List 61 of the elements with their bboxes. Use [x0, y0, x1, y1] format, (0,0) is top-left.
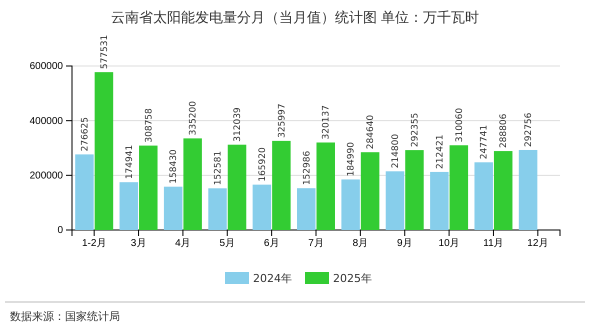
bar — [208, 188, 227, 230]
x-tick-label: 8月 — [352, 238, 368, 250]
data-label: 284640 — [366, 114, 376, 150]
y-tick-label: 200000 — [30, 170, 64, 182]
x-tick-label: 11月 — [483, 238, 504, 250]
bar — [139, 146, 158, 230]
data-label: 310060 — [454, 108, 465, 142]
data-label: 214800 — [390, 134, 401, 168]
data-label: 577531 — [100, 34, 110, 70]
bar — [405, 150, 424, 230]
bar — [75, 154, 94, 230]
bar — [341, 179, 360, 230]
data-label: 152581 — [214, 150, 224, 186]
bar — [316, 142, 335, 230]
x-tick-label: 9月 — [396, 238, 413, 250]
chart-title: 云南省太阳能发电量分月（当月值）统计图 单位：万千瓦时 — [110, 10, 480, 26]
data-label: 158430 — [169, 149, 180, 184]
bar — [252, 184, 272, 230]
x-tick-label: 5月 — [219, 238, 236, 250]
data-label: 212421 — [435, 134, 446, 169]
bar — [430, 172, 449, 230]
data-label: 288806 — [499, 113, 510, 148]
bar — [272, 140, 291, 230]
data-label: 308758 — [144, 108, 154, 143]
x-tick-label: 7月 — [308, 238, 324, 250]
source-note: 数据来源：国家统计局 — [10, 310, 120, 323]
data-label: 165920 — [258, 147, 268, 182]
data-label: 335200 — [188, 100, 199, 136]
data-label: 152986 — [302, 150, 312, 186]
x-tick-label: 6月 — [264, 238, 280, 250]
legend-label: 2024年 — [253, 272, 292, 285]
bar — [297, 188, 316, 230]
bar — [386, 171, 404, 230]
bar — [494, 151, 512, 230]
data-label: 247741 — [480, 124, 490, 160]
data-label: 276625 — [80, 117, 90, 152]
data-label: 184990 — [346, 142, 357, 176]
y-tick-label: 0 — [57, 225, 64, 236]
bar — [450, 145, 468, 230]
bar — [94, 72, 114, 230]
data-label: 320137 — [322, 105, 332, 140]
data-label: 325997 — [277, 104, 288, 138]
y-tick-label: 400000 — [30, 116, 64, 127]
bar — [228, 144, 246, 230]
x-tick-label: 1-2月 — [82, 238, 106, 250]
data-label: 292355 — [410, 112, 420, 148]
bar — [474, 162, 493, 230]
x-tick-label: 10月 — [438, 238, 460, 250]
y-tick-label: 600000 — [30, 61, 64, 72]
x-tick-label: 3月 — [130, 238, 146, 250]
x-tick-label: 12月 — [527, 238, 548, 250]
data-label: 174941 — [124, 144, 135, 180]
bar — [183, 138, 202, 230]
data-label: 312039 — [233, 107, 244, 142]
bar — [120, 182, 138, 230]
x-tick-label: 4月 — [175, 238, 191, 250]
bar — [164, 186, 182, 230]
data-label: 292756 — [524, 112, 534, 147]
legend-label: 2025年 — [333, 272, 372, 285]
bar — [360, 152, 380, 230]
bar — [518, 150, 538, 230]
